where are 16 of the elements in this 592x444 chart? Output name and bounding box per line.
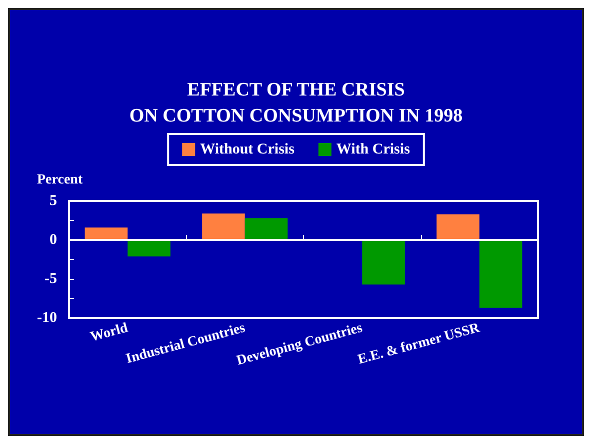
y-tick-label: 5	[50, 193, 57, 209]
chart-title: EFFECT OF THE CRISIS ON COTTON CONSUMPTION IN 1998	[129, 80, 463, 126]
y-axis-title: Percent	[37, 172, 83, 188]
x-tick-label: World	[88, 320, 130, 346]
y-tick-label: -5	[44, 271, 57, 287]
bar	[244, 218, 288, 240]
y-tick-label: 0	[50, 232, 57, 248]
legend-label: With Crisis	[336, 142, 410, 158]
y-tick-label: -10	[37, 310, 57, 326]
bar	[362, 240, 405, 284]
bar	[202, 213, 245, 240]
bar	[84, 228, 128, 240]
bar	[128, 240, 170, 256]
bar	[479, 240, 522, 308]
bar	[436, 214, 480, 240]
legend-label: Without Crisis	[200, 142, 295, 158]
